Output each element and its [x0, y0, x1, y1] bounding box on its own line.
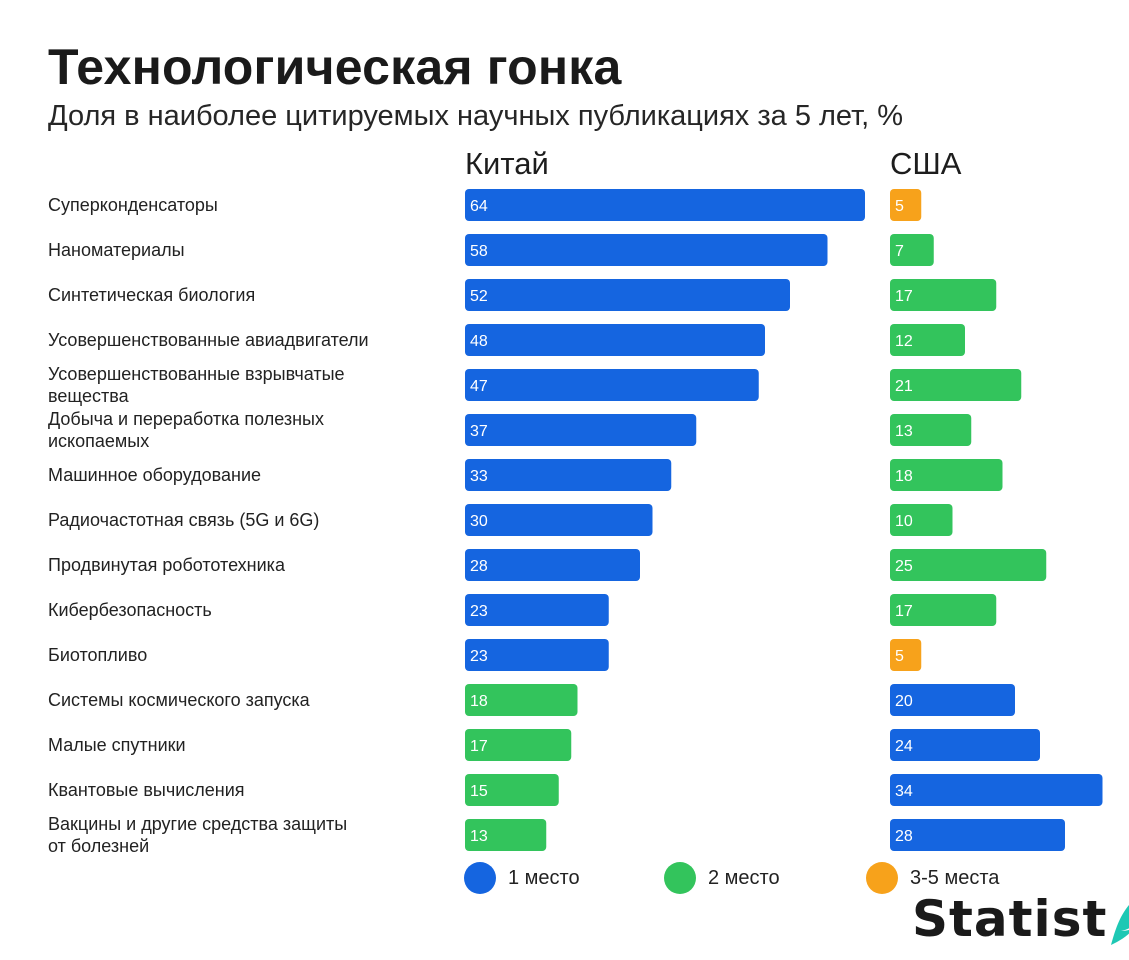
category-label: Добыча и переработка полезных ископаемых: [48, 409, 324, 451]
bar-value-usa: 17: [895, 603, 913, 620]
bar-value-china: 15: [470, 783, 488, 800]
bar-value-china: 23: [470, 648, 488, 665]
column-header-usa: США: [890, 146, 962, 181]
bar-usa: [890, 594, 997, 626]
bar-china: [465, 189, 865, 221]
legend-label-first: 1 место: [508, 866, 580, 889]
category-label: Системы космического запуска: [48, 690, 311, 710]
category-label: Суперконденсаторы: [48, 195, 218, 215]
bar-value-china: 13: [470, 828, 488, 845]
bar-china: [465, 819, 547, 851]
bar-value-usa: 5: [895, 198, 904, 215]
bar-value-china: 48: [470, 333, 488, 350]
bar-china: [465, 369, 759, 401]
bar-value-usa: 17: [895, 288, 913, 305]
bar-china: [465, 684, 578, 716]
bar-usa: [890, 774, 1103, 806]
category-label: Биотопливо: [48, 645, 147, 665]
bar-value-usa: 12: [895, 333, 913, 350]
chart-title: Технологическая гонка: [48, 39, 622, 95]
bar-china: [465, 594, 609, 626]
bar-china: [465, 324, 765, 356]
legend-item-third-fifth: 3-5 места: [866, 862, 999, 894]
bar-usa: [890, 189, 922, 221]
bar-usa: [890, 234, 934, 266]
bar-value-china: 52: [470, 288, 488, 305]
bar-china: [465, 279, 790, 311]
bar-china: [465, 414, 697, 446]
bar-usa: [890, 369, 1022, 401]
bar-usa: [890, 639, 922, 671]
bar-value-usa: 18: [895, 468, 913, 485]
bar-value-china: 28: [470, 558, 488, 575]
bar-value-china: 18: [470, 693, 488, 710]
bar-usa: [890, 459, 1003, 491]
bar-china: [465, 504, 653, 536]
bar-value-china: 17: [470, 738, 488, 755]
category-label: Малые спутники: [48, 735, 186, 755]
bar-value-china: 47: [470, 378, 488, 395]
bar-china: [465, 774, 559, 806]
bar-usa: [890, 504, 953, 536]
bar-value-usa: 10: [895, 513, 913, 530]
bar-china: [465, 639, 609, 671]
bar-value-china: 30: [470, 513, 488, 530]
bar-usa: [890, 549, 1047, 581]
bar-usa: [890, 819, 1065, 851]
bar-usa: [890, 324, 965, 356]
chart-subtitle: Доля в наиболее цитируемых научных публи…: [48, 100, 904, 132]
bar-china: [465, 549, 640, 581]
legend-item-second: 2 место: [664, 862, 780, 894]
category-label: Радиочастотная связь (5G и 6G): [48, 510, 319, 530]
column-header-china: Китай: [465, 146, 549, 181]
legend-label-third-fifth: 3-5 места: [910, 866, 1000, 889]
category-label: Синтетическая биология: [48, 285, 255, 305]
bar-value-usa: 7: [895, 243, 904, 260]
legend-swatch-third-fifth: [866, 862, 898, 894]
legend-label-second: 2 место: [708, 866, 780, 889]
bar-value-usa: 24: [895, 738, 913, 755]
legend-swatch-second: [664, 862, 696, 894]
bar-value-china: 64: [470, 198, 488, 215]
legend-swatch-first: [464, 862, 496, 894]
bar-usa: [890, 684, 1015, 716]
bar-value-usa: 28: [895, 828, 913, 845]
bar-china: [465, 234, 828, 266]
logo-text: Statist: [912, 890, 1108, 948]
category-label: Продвинутая робототехника: [48, 555, 286, 575]
statist-logo: Statist: [912, 890, 1129, 948]
category-label: Машинное оборудование: [48, 465, 261, 485]
bar-usa: [890, 414, 972, 446]
bar-value-usa: 13: [895, 423, 913, 440]
bar-china: [465, 459, 672, 491]
bar-china: [465, 729, 572, 761]
bar-value-usa: 5: [895, 648, 904, 665]
bar-value-china: 58: [470, 243, 488, 260]
bar-usa: [890, 729, 1040, 761]
category-label: Усовершенствованные авиадвигатели: [48, 330, 369, 350]
bar-value-usa: 20: [895, 693, 913, 710]
bar-value-china: 33: [470, 468, 488, 485]
logo-feather-icon: [1111, 905, 1129, 945]
category-label: Усовершенствованные взрывчатые вещества: [48, 364, 345, 406]
category-label: Наноматериалы: [48, 240, 185, 260]
bar-value-usa: 21: [895, 378, 913, 395]
category-label: Вакцины и другие средства защиты от болез…: [48, 814, 347, 856]
bar-value-china: 37: [470, 423, 488, 440]
bar-usa: [890, 279, 997, 311]
bar-value-usa: 25: [895, 558, 913, 575]
bar-value-china: 23: [470, 603, 488, 620]
category-label: Кибербезопасность: [48, 600, 212, 620]
bar-value-usa: 34: [895, 783, 913, 800]
legend-item-first: 1 место: [464, 862, 580, 894]
category-label: Квантовые вычисления: [48, 780, 245, 800]
